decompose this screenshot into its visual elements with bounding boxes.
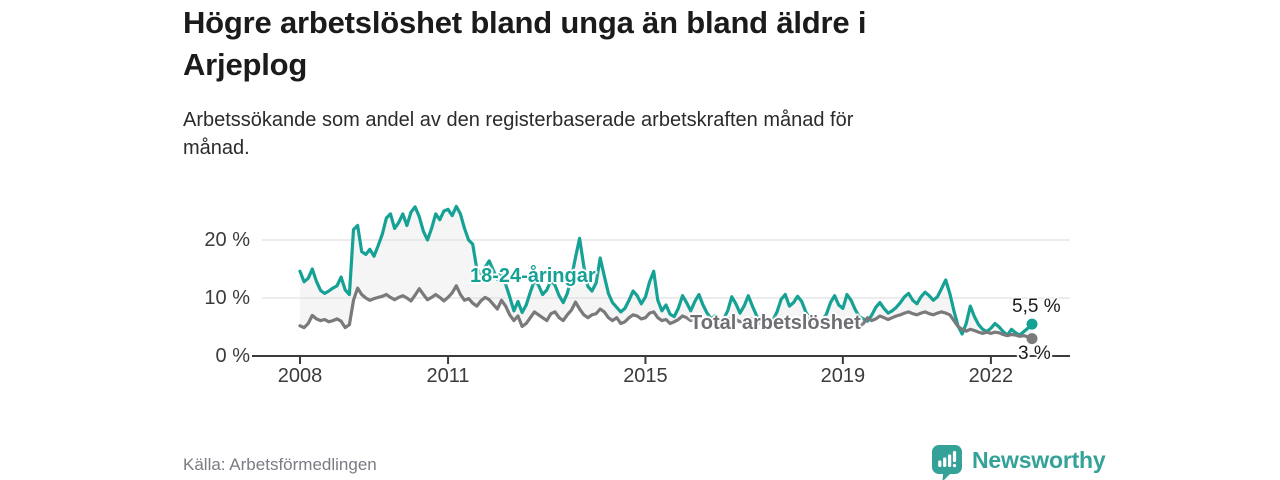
y-tick-label: 10 % [204, 287, 250, 309]
x-tick-label: 2022 [968, 365, 1014, 387]
page-title: Högre arbetslöshet bland unga än bland ä… [183, 5, 867, 82]
x-tick-label: 2019 [820, 365, 866, 387]
total-line [298, 284, 1034, 341]
newsworthy-logo-icon [932, 445, 962, 480]
young-line [298, 204, 1034, 337]
x-tick-label: 2008 [277, 365, 323, 387]
series-label-total: Total arbetslöshet [690, 312, 861, 334]
chart-subtitle: Arbetssökande som andel av den registerb… [183, 109, 854, 159]
series-label-young: 18-24-åringar [470, 265, 596, 287]
total-end-dot [1026, 333, 1038, 345]
between-series-fill [300, 206, 1032, 339]
y-tick-label: 0 % [215, 345, 250, 367]
end-value-young: 5,5 % [1012, 296, 1061, 317]
brand-name: Newsworthy [972, 447, 1106, 473]
x-tick-label: 2015 [623, 365, 668, 387]
end-value-total: 3 % [1018, 343, 1051, 364]
young-end-dot [1026, 318, 1038, 330]
y-tick-label: 20 % [204, 229, 250, 251]
newsworthy-brand: Newsworthy [931, 444, 1106, 480]
x-tick-label: 2011 [426, 365, 470, 387]
source-note: Källa: Arbetsförmedlingen [183, 455, 377, 474]
